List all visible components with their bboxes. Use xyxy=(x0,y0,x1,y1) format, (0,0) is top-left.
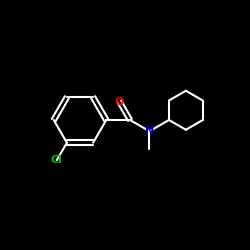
Text: Cl: Cl xyxy=(51,155,63,165)
Text: N: N xyxy=(145,126,154,136)
Text: O: O xyxy=(115,96,124,106)
